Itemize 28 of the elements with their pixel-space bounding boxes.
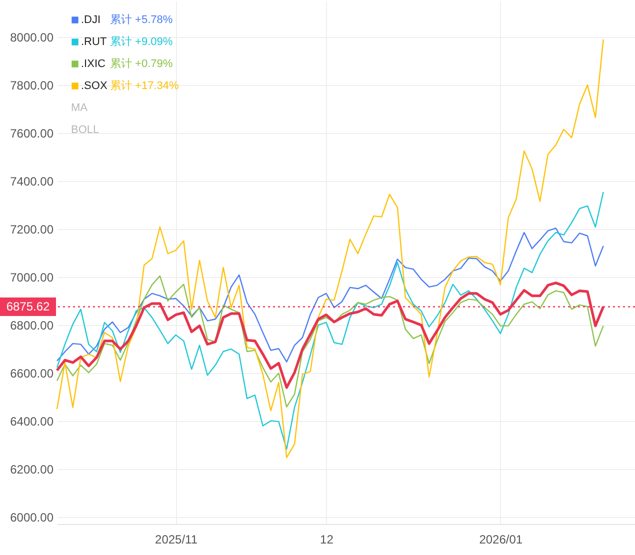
line-series	[56, 228, 604, 362]
y-tick-label: 7600.00	[10, 126, 54, 140]
y-tick-label: 7200.00	[10, 222, 54, 236]
ref-line-label: 6875.62	[6, 300, 50, 314]
annotation: 累计 +5.78%	[110, 13, 173, 26]
line-series	[56, 191, 604, 450]
annotation: BOLL	[71, 124, 100, 136]
annotation: MA	[71, 102, 88, 114]
legend-label: .RUT	[81, 36, 107, 48]
legend-label: .SOX	[81, 80, 108, 92]
legend-label: .DJI	[81, 14, 101, 26]
legend-label: .IXIC	[81, 58, 106, 70]
y-tick-label: 6400.00	[10, 414, 54, 428]
y-tick-label: 7400.00	[10, 174, 54, 188]
y-tick-label: 6800.00	[10, 318, 54, 332]
y-tick-label: 7000.00	[10, 270, 54, 284]
annotation: 累计 +9.09%	[110, 35, 173, 48]
y-tick-label: 6000.00	[10, 510, 54, 524]
y-tick-label: 7800.00	[10, 78, 54, 92]
y-tick-label: 6600.00	[10, 366, 54, 380]
line-series	[56, 275, 604, 408]
x-tick-label: 2025/11	[155, 532, 198, 546]
annotation: 累计 +0.79%	[110, 57, 173, 70]
x-tick-label: 12	[320, 532, 334, 546]
x-tick-label: 2026/01	[479, 532, 523, 546]
annotation: 累计 +17.34%	[110, 79, 180, 92]
y-tick-label: 6200.00	[10, 462, 54, 476]
y-tick-label: 8000.00	[10, 30, 54, 44]
